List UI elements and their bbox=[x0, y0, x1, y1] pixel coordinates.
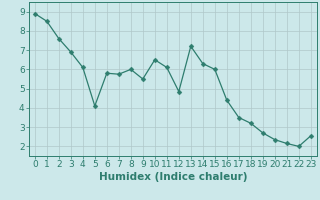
X-axis label: Humidex (Indice chaleur): Humidex (Indice chaleur) bbox=[99, 172, 247, 182]
